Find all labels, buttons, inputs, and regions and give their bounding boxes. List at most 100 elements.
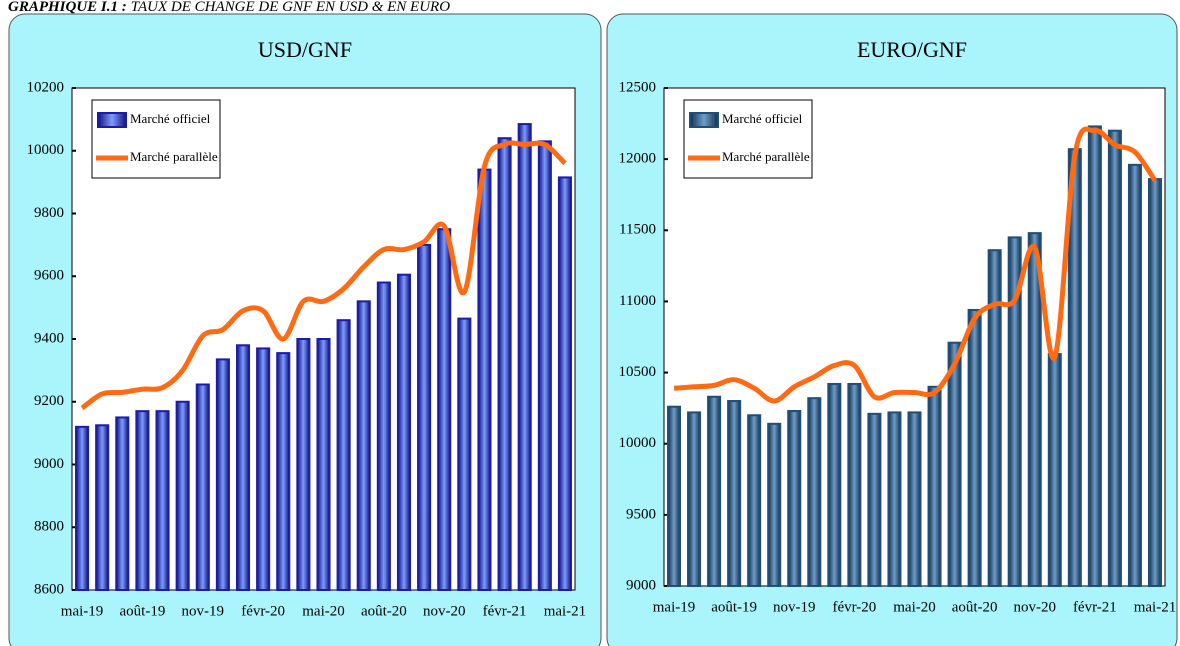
bar (1107, 129, 1122, 588)
bar (497, 137, 512, 591)
bar (887, 411, 902, 588)
x-tick-label: mai-20 (302, 603, 345, 619)
y-tick-label: 10200 (27, 79, 65, 95)
chart: EURO/GNF 9000 9500 10000 10500 11000 11500 1200… (619, 37, 1177, 615)
x-tick-label: févr-21 (1073, 599, 1117, 615)
chart: USD/GNF 8600 8800 9000 9200 9400 9600 9800 10000… (27, 37, 587, 619)
x-tick-label: févr-21 (483, 603, 527, 619)
bar (827, 382, 842, 587)
y-tick-label: 9600 (34, 268, 64, 284)
bar (1147, 178, 1162, 587)
legend-label: Marché parallèle (130, 149, 218, 164)
line (80, 140, 567, 411)
bar (927, 385, 942, 587)
bar (95, 424, 110, 591)
legend-label: Marché officiel (130, 111, 211, 126)
bar (727, 400, 742, 587)
legend-label: Marché parallèle (722, 149, 810, 164)
bar (767, 422, 782, 587)
x-tick-label: mai-20 (893, 599, 936, 615)
bar (175, 400, 190, 591)
x-tick-label: août-20 (361, 603, 407, 619)
y-tick-label: 9000 (626, 577, 656, 593)
bar (457, 317, 472, 591)
x-tick-label: août-19 (120, 603, 166, 619)
bar (376, 281, 391, 591)
bar (75, 425, 90, 591)
x-tick-label: nov-20 (1013, 599, 1056, 615)
bar (296, 338, 311, 591)
y-tick-label: 8800 (34, 519, 64, 535)
bar (807, 397, 822, 587)
bar (115, 416, 130, 591)
bar (907, 411, 922, 588)
bar (235, 344, 251, 591)
bar (987, 249, 1002, 587)
bar (215, 358, 230, 591)
y-tick-label: 9400 (34, 330, 64, 346)
bar (947, 341, 962, 588)
bar (437, 228, 452, 591)
bar (747, 414, 762, 587)
y-tick-label: 10500 (619, 364, 657, 380)
bar (155, 410, 170, 591)
bar (336, 319, 351, 591)
bar (396, 273, 412, 591)
x-tick-label: août-19 (711, 599, 757, 615)
x-tick-label: févr-20 (832, 599, 876, 615)
x-tick-label: mai-21 (544, 603, 587, 619)
y-tick-label: 10000 (27, 142, 65, 158)
y-tick-label: 12000 (619, 151, 657, 167)
bar (195, 383, 210, 591)
bar (537, 140, 552, 591)
y-tick-label: 9000 (34, 456, 64, 472)
bar (707, 395, 722, 588)
y-tick-label: 8600 (34, 581, 64, 597)
figure-label: GRAPHIQUE I.1 : (8, 0, 127, 15)
bar (356, 300, 371, 591)
bar (256, 347, 271, 591)
bar (667, 405, 682, 587)
bar (417, 243, 432, 591)
bar (867, 412, 882, 587)
bar (517, 123, 532, 592)
legend-label: Marché officiel (722, 111, 803, 126)
y-tick-label: 9500 (626, 506, 656, 522)
x-tick-label: nov-19 (773, 599, 816, 615)
bar (135, 410, 150, 591)
figure-header: GRAPHIQUE I.1 : TAUX DE CHANGE DE GNF EN … (8, 0, 450, 15)
bar (1087, 125, 1102, 587)
bar (1127, 163, 1142, 587)
y-tick-label: 11500 (619, 222, 656, 238)
x-tick-label: mai-21 (1134, 599, 1177, 615)
y-tick-label: 12500 (619, 79, 657, 95)
x-tick-label: févr-20 (241, 603, 285, 619)
x-tick-label: nov-20 (423, 603, 466, 619)
bar (1047, 353, 1062, 587)
bar (967, 308, 982, 587)
bar (276, 352, 291, 591)
x-tick-label: août-20 (952, 599, 998, 615)
x-tick-label: mai-19 (653, 599, 696, 615)
y-tick-label: 11000 (619, 293, 656, 309)
bar (316, 338, 331, 591)
bar (1007, 236, 1022, 587)
bar (847, 382, 862, 587)
bar (787, 409, 802, 588)
x-tick-label: mai-19 (61, 603, 104, 619)
y-tick-label: 9800 (34, 205, 64, 221)
line (673, 126, 1158, 404)
chart-title: USD/GNF (258, 37, 352, 62)
bar (687, 411, 702, 588)
y-tick-label: 9200 (34, 393, 64, 409)
legend-swatch (97, 112, 127, 128)
figure-title: TAUX DE CHANGE DE GNF EN USD & EN EURO (131, 0, 450, 15)
bar (557, 176, 572, 591)
bar (1027, 232, 1042, 587)
x-tick-label: nov-19 (182, 603, 225, 619)
y-tick-label: 10000 (619, 435, 657, 451)
chart-title: EURO/GNF (857, 37, 967, 62)
bar (477, 168, 492, 591)
